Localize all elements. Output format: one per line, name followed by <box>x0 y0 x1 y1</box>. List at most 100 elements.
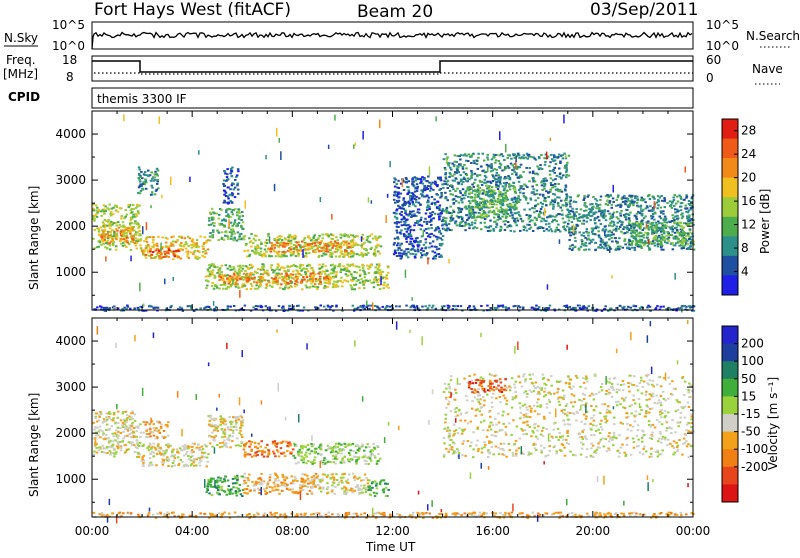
power-cell <box>430 233 433 235</box>
power-cell <box>675 203 678 205</box>
power-cell <box>660 306 663 308</box>
power-cell <box>553 156 556 158</box>
power-cell <box>473 215 476 217</box>
power-cell <box>119 207 122 209</box>
power-cell <box>152 307 155 309</box>
power-cell <box>254 288 257 290</box>
power-cell <box>145 188 148 190</box>
power-cell <box>243 238 246 240</box>
power-cell <box>631 247 634 249</box>
power-cell <box>335 275 338 277</box>
power-cell <box>127 242 130 244</box>
power-cell <box>332 286 335 288</box>
power-cell <box>158 250 161 252</box>
power-cell <box>107 240 110 242</box>
power-cell <box>373 279 376 281</box>
power-cell <box>660 207 663 209</box>
power-cell <box>350 250 353 252</box>
power-cell <box>474 308 477 310</box>
power-cell <box>401 211 404 213</box>
power-cell <box>116 236 119 238</box>
power-cell <box>236 279 239 281</box>
power-cell <box>202 245 205 247</box>
power-cell <box>452 180 455 182</box>
power-noise-cell <box>641 224 643 230</box>
power-cell <box>624 226 627 228</box>
power-cell <box>226 274 229 276</box>
power-cell <box>278 277 281 279</box>
power-cell <box>615 228 618 230</box>
power-noise-cell <box>326 246 328 251</box>
power-noise-cell <box>276 128 278 137</box>
power-cell <box>630 236 633 238</box>
power-cell <box>310 273 313 275</box>
power-cell <box>278 246 281 248</box>
power-cell <box>462 220 465 222</box>
power-cell <box>644 232 647 234</box>
power-cell <box>227 238 230 240</box>
power-cell <box>280 236 283 238</box>
power-cell <box>502 221 505 223</box>
power-cell <box>482 206 485 208</box>
power-cell <box>229 188 232 190</box>
power-cell <box>285 243 288 245</box>
power-cell <box>109 248 112 250</box>
power-cell <box>592 206 595 208</box>
power-cell <box>551 158 554 160</box>
power-cell <box>674 216 677 218</box>
power-noise-cell <box>685 166 687 172</box>
power-cell <box>400 258 403 260</box>
power-cell <box>122 245 125 247</box>
power-cell <box>321 270 324 272</box>
power-cell <box>282 306 285 308</box>
power-cell <box>528 180 531 182</box>
power-cell <box>286 275 289 277</box>
power-cell <box>259 281 262 283</box>
velocity-cell <box>124 435 127 437</box>
power-cell <box>227 268 230 270</box>
power-cell <box>424 305 427 307</box>
power-cell <box>317 273 320 275</box>
power-cell <box>483 216 486 218</box>
power-cell <box>546 216 549 218</box>
power-cell <box>646 306 649 308</box>
power-cell <box>304 237 307 239</box>
power-cell <box>483 213 486 215</box>
power-cell <box>459 190 462 192</box>
power-cell <box>122 230 125 232</box>
power-cell <box>385 285 388 287</box>
power-noise-cell <box>611 275 613 278</box>
power-cell <box>594 222 597 224</box>
power-cell <box>237 265 240 267</box>
power-cell <box>278 269 281 271</box>
power-cell <box>403 189 406 191</box>
nave-tick-high: 60 <box>706 53 721 67</box>
power-cell <box>213 222 216 224</box>
power-cell <box>397 242 400 244</box>
power-cell <box>222 224 225 226</box>
power-cell <box>432 258 435 260</box>
power-cell <box>109 236 112 238</box>
power-cell <box>489 164 492 166</box>
power-cell <box>530 156 533 158</box>
power-cell <box>450 217 453 219</box>
power-cell <box>664 241 667 243</box>
power-cell <box>425 254 428 256</box>
power-cell <box>96 227 99 229</box>
power-cell <box>585 209 588 211</box>
power-cell <box>680 202 683 204</box>
power-cell <box>577 220 580 222</box>
power-cell <box>187 253 190 255</box>
power-cell <box>281 239 284 241</box>
power-cell <box>574 231 577 233</box>
power-cell <box>474 189 477 191</box>
power-cell <box>136 204 139 206</box>
power-cell <box>134 242 137 244</box>
power-cell <box>242 268 245 270</box>
power-cell <box>676 223 679 225</box>
power-cell <box>127 204 130 206</box>
power-cell <box>340 277 343 279</box>
power-cell <box>489 181 492 183</box>
power-cell <box>607 249 610 251</box>
power-cell <box>527 158 530 160</box>
